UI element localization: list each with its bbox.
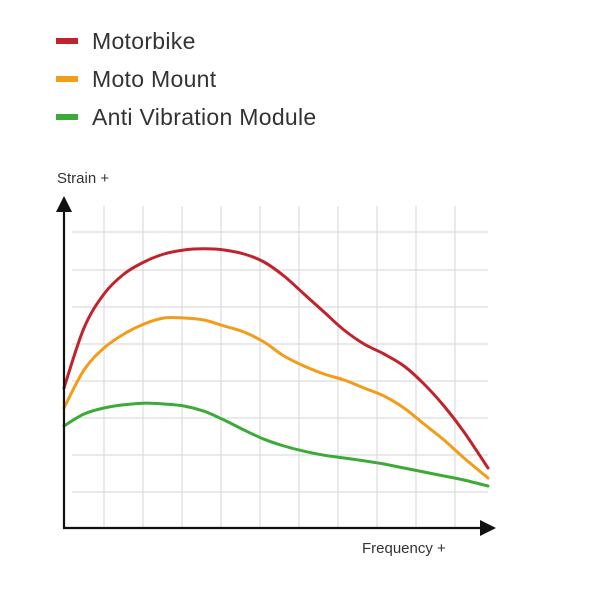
x-axis-arrow [480, 520, 496, 536]
y-axis-label: Strain + [57, 170, 110, 187]
axes [56, 196, 496, 536]
y-axis-arrow [56, 196, 72, 212]
legend-swatch-anti-vibration-module [56, 114, 78, 120]
legend-item-motorbike: Motorbike [56, 22, 317, 60]
series-line-motorbike [62, 247, 490, 470]
grid [72, 206, 488, 528]
series-line-anti-vibration-module [62, 401, 490, 488]
legend-item-anti-vibration-module: Anti Vibration Module [56, 98, 317, 136]
series-lines [62, 247, 490, 488]
x-axis-label: Frequency + [362, 540, 446, 557]
legend-swatch-motorbike [56, 38, 78, 44]
legend-label-motorbike: Motorbike [92, 27, 196, 54]
legend-item-moto-mount: Moto Mount [56, 60, 317, 98]
legend: Motorbike Moto Mount Anti Vibration Modu… [56, 22, 317, 136]
legend-label-moto-mount: Moto Mount [92, 65, 217, 92]
legend-swatch-moto-mount [56, 76, 78, 82]
series-line-moto-mount [62, 315, 490, 480]
legend-label-anti-vibration-module: Anti Vibration Module [92, 103, 317, 130]
